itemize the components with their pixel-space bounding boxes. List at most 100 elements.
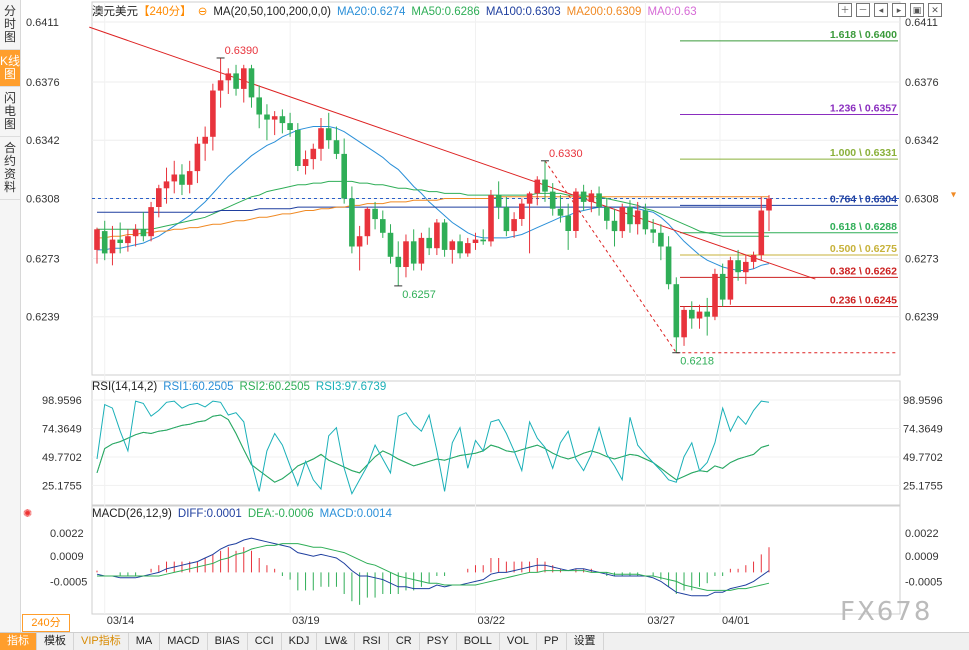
candle-body — [542, 179, 548, 192]
tab-timeshare[interactable]: 分时图 — [0, 0, 20, 50]
macd-dea-line — [97, 543, 770, 591]
candle-body — [557, 208, 564, 216]
fibonacci-levels: 1.618 \ 0.6400 1.236 \ 0.6357 1.000 \ 0.63… — [89, 26, 898, 354]
indicator-tab-bar: 指标 模板 VIP指标 MA MACD BIAS CCI KDJ LW& RSI… — [0, 632, 969, 650]
tab-ma[interactable]: MA — [129, 633, 161, 650]
macd-diff-line — [96, 537, 770, 597]
tab-pp[interactable]: PP — [537, 633, 567, 650]
scroll-right-icon[interactable]: ▸ — [892, 3, 906, 17]
ma50-value: MA50:0.6286 — [411, 6, 480, 18]
candle-body — [604, 207, 610, 221]
candle-body — [549, 191, 556, 209]
candle-body — [117, 239, 123, 243]
macd-y-tick-left: -0.0005 — [50, 576, 87, 588]
y-tick-right: 0.6342 — [905, 135, 939, 147]
candle-body — [434, 222, 440, 249]
zoom-out-icon[interactable]: － — [856, 3, 870, 17]
watermark-logo: FX678 — [840, 597, 933, 627]
fib-label: 0.500 \ 0.6275 — [830, 243, 897, 255]
scroll-left-icon[interactable]: ◂ — [874, 3, 888, 17]
rsi1-value: RSI1:60.2505 — [163, 381, 234, 393]
tab-rsi[interactable]: RSI — [355, 633, 389, 650]
tab-cci[interactable]: CCI — [248, 633, 282, 650]
close-icon[interactable]: ✕ — [928, 3, 942, 17]
y-tick-left: 0.6308 — [26, 193, 60, 205]
tab-kdj[interactable]: KDJ — [282, 633, 318, 650]
candle-body — [125, 236, 131, 244]
ma0-value: MA0:0.63 — [647, 6, 697, 18]
candle-body — [627, 207, 633, 225]
price-annotation: 0.6218 — [680, 356, 714, 368]
candle-body — [441, 222, 448, 250]
macd-pane — [96, 537, 770, 605]
grid-layer — [91, 1, 901, 615]
left-sidebar: 分时图 K线图 闪电图 合约资料 — [0, 0, 21, 632]
candle-body — [140, 229, 147, 237]
candle-body — [565, 215, 571, 231]
tab-vol[interactable]: VOL — [500, 633, 537, 650]
ma-line-ma200 — [97, 196, 769, 239]
candle-body — [712, 273, 718, 317]
price-annotations: 0.6390 0.6257 0.6330 0.6218 — [216, 45, 714, 368]
candle-body — [279, 116, 286, 124]
rsi-line-rsi1 — [96, 414, 770, 483]
candle-body — [179, 174, 185, 185]
candle-body — [642, 210, 649, 230]
chart-toolbar: ＋ － ◂ ▸ ▣ ✕ — [838, 3, 942, 17]
macd-settings-icon[interactable]: ✺ — [23, 508, 33, 520]
candle-body — [186, 171, 193, 185]
rsi-y-tick-left: 98.9596 — [42, 395, 82, 407]
candle-body — [488, 195, 494, 242]
settings-icon[interactable]: ⊖ — [197, 6, 208, 18]
y-tick-right: 0.6308 — [905, 193, 939, 205]
candle-body — [665, 246, 672, 285]
period-selector[interactable]: 240分 — [22, 614, 70, 632]
fib-anchor-line — [544, 160, 677, 354]
tab-bias[interactable]: BIAS — [208, 633, 248, 650]
candle-body — [650, 229, 656, 233]
candle-body — [689, 309, 695, 319]
macd-y-tick-right: 0.0022 — [905, 528, 939, 540]
pane-border — [91, 505, 901, 615]
tab-boll[interactable]: BOLL — [457, 633, 500, 650]
tab-indicator[interactable]: 指标 — [0, 633, 37, 650]
current-price-marker: ▾ — [951, 189, 956, 200]
candle-body — [148, 207, 154, 237]
candle-body — [704, 311, 710, 317]
candle-body — [495, 195, 502, 208]
candle-body — [295, 130, 301, 166]
candle-body — [519, 203, 525, 219]
price-annotation: 0.6257 — [402, 289, 436, 301]
rsi-y-tick-right: 74.3649 — [903, 423, 943, 435]
zoom-in-icon[interactable]: ＋ — [838, 3, 852, 17]
tab-contract-info[interactable]: 合约资料 — [0, 137, 20, 200]
fib-label: 0.618 \ 0.6288 — [830, 221, 897, 233]
tab-settings[interactable]: 设置 — [567, 633, 604, 650]
tab-kline[interactable]: K线图 — [0, 50, 20, 87]
candle-body — [619, 207, 626, 232]
dea-value: DEA:-0.0006 — [247, 508, 314, 520]
tab-lw[interactable]: LW& — [317, 633, 356, 650]
tab-psy[interactable]: PSY — [420, 633, 457, 650]
rsi-y-tick-right: 25.1755 — [903, 480, 943, 492]
tab-template[interactable]: 模板 — [37, 633, 74, 650]
y-tick-left: 0.6342 — [26, 135, 60, 147]
axis-labels: 0.6411 0.6411 0.6376 0.6376 0.6342 0.6342 0.63… — [26, 17, 956, 627]
tab-vip-indicator[interactable]: VIP指标 — [74, 633, 129, 650]
candle-body — [449, 241, 456, 250]
pane-border — [91, 1, 901, 376]
chart-canvas[interactable]: 1.618 \ 0.6400 1.236 \ 0.6357 1.000 \ 0.63… — [0, 0, 969, 632]
tab-cr[interactable]: CR — [389, 633, 420, 650]
macd-y-tick-right: -0.0005 — [905, 576, 942, 588]
candle-body — [318, 128, 324, 149]
candle-body — [534, 179, 541, 194]
period-label: 【240分】 — [138, 6, 192, 18]
y-tick-left: 0.6376 — [26, 77, 60, 89]
tab-flash-chart[interactable]: 闪电图 — [0, 87, 20, 137]
tab-macd[interactable]: MACD — [160, 633, 208, 650]
candle-body — [225, 73, 232, 81]
fullscreen-icon[interactable]: ▣ — [910, 3, 924, 17]
candle-body — [302, 159, 309, 166]
candle-body — [727, 260, 734, 300]
rsi3-value: RSI3:97.6739 — [315, 381, 387, 393]
